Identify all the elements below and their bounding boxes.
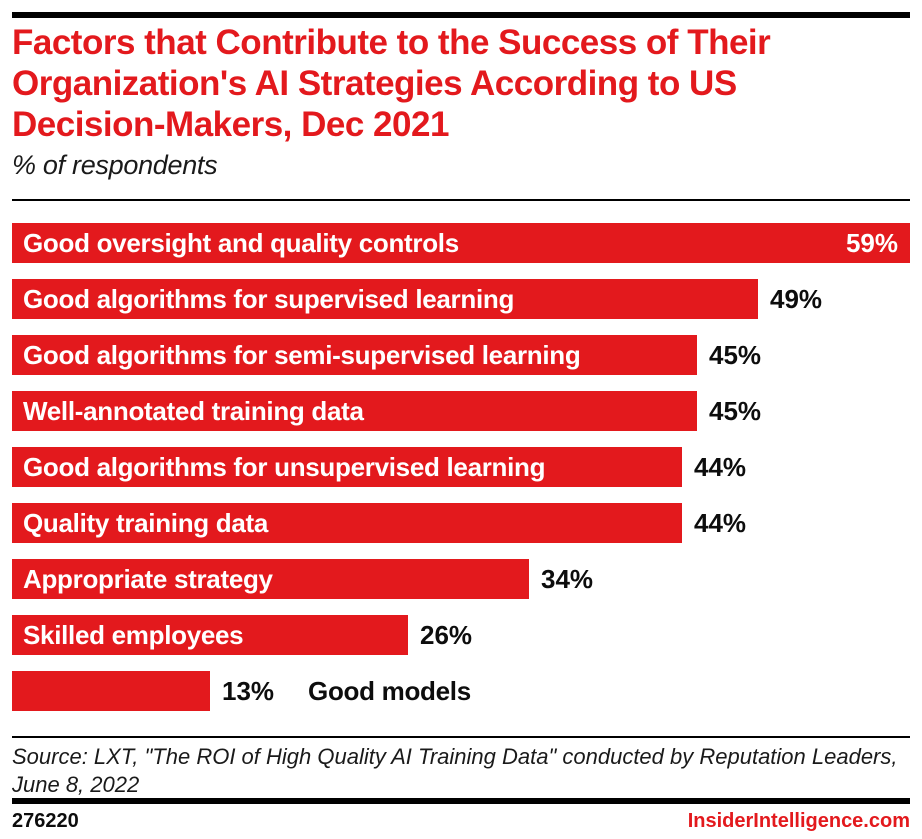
bar-row: Good algorithms for unsupervised learnin… <box>12 447 910 503</box>
bar-category-label: Quality training data <box>23 507 269 538</box>
bar: Good algorithms for semi-supervised lear… <box>12 335 697 375</box>
bar-value-label: 44% <box>694 451 747 482</box>
bar-category-label: Appropriate strategy <box>23 563 273 594</box>
brand-link[interactable]: InsiderIntelligence.com <box>687 810 910 832</box>
bar-row: Skilled employees 26% <box>12 615 910 671</box>
bar-category-label: Good algorithms for supervised learning <box>23 283 515 314</box>
bar-value-label: 26% <box>420 619 473 650</box>
bar-category-label: Well-annotated training data <box>23 395 364 426</box>
bar-row: Appropriate strategy 34% <box>12 559 910 615</box>
bar: Quality training data <box>12 503 682 543</box>
header-divider <box>12 199 910 201</box>
bar: Good oversight and quality controls 59% <box>12 223 910 263</box>
bar-row: Good algorithms for supervised learning 4… <box>12 279 910 335</box>
bar <box>12 671 210 711</box>
bar: Well-annotated training data <box>12 391 697 431</box>
bar-category-label: Good oversight and quality controls <box>23 227 459 258</box>
footer-bar: 276220 InsiderIntelligence.com <box>12 810 910 833</box>
bar-category-label: Good algorithms for unsupervised learnin… <box>23 451 546 482</box>
chart-id: 276220 <box>12 810 79 832</box>
bar-value-label: 45% <box>709 339 762 370</box>
bar-value-label: 44% <box>694 507 747 538</box>
bar-category-label: Skilled employees <box>23 619 244 650</box>
bar-category-label: Good models <box>308 675 471 706</box>
bar-row: 13% Good models <box>12 671 910 727</box>
bar-value-label: 59% <box>845 227 898 258</box>
source-divider <box>12 736 910 738</box>
source-note: Source: LXT, "The ROI of High Quality AI… <box>12 744 898 797</box>
bar-value-label: 45% <box>709 395 762 426</box>
bar-chart: Good oversight and quality controls 59% Go… <box>12 223 910 727</box>
bar-value-label: 49% <box>770 283 823 314</box>
footer-divider <box>12 798 910 804</box>
bar-value-label: 13% <box>222 675 275 706</box>
chart-title-line-3: Decision-Makers, Dec 2021 <box>12 105 449 144</box>
bar-row: Good algorithms for semi-supervised lear… <box>12 335 910 391</box>
chart-title: Factors that Contribute to the Success o… <box>12 22 910 145</box>
bar-value-label: 34% <box>541 563 594 594</box>
bar: Appropriate strategy <box>12 559 529 599</box>
chart-title-line-1: Factors that Contribute to the Success o… <box>12 23 771 62</box>
bar: Good algorithms for unsupervised learnin… <box>12 447 682 487</box>
top-rule <box>12 12 910 18</box>
bar-row: Good oversight and quality controls 59% <box>12 223 910 279</box>
bar-category-label: Good algorithms for semi-supervised lear… <box>23 339 581 370</box>
chart-title-line-2: Organization's AI Strategies According t… <box>12 64 737 103</box>
bar: Skilled employees <box>12 615 408 655</box>
bar: Good algorithms for supervised learning <box>12 279 758 319</box>
chart-subtitle: % of respondents <box>12 150 218 180</box>
bar-row: Quality training data 44% <box>12 503 910 559</box>
bar-row: Well-annotated training data 45% <box>12 391 910 447</box>
